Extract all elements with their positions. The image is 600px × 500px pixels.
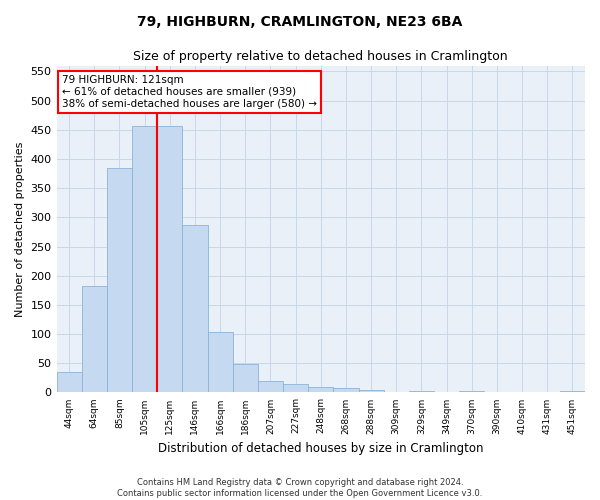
Bar bbox=[334, 388, 359, 392]
X-axis label: Distribution of detached houses by size in Cramlington: Distribution of detached houses by size … bbox=[158, 442, 484, 455]
Bar bbox=[82, 286, 107, 393]
Bar bbox=[459, 390, 484, 392]
Title: Size of property relative to detached houses in Cramlington: Size of property relative to detached ho… bbox=[133, 50, 508, 63]
Bar bbox=[182, 225, 208, 392]
Bar bbox=[409, 390, 434, 392]
Bar bbox=[359, 390, 383, 392]
Text: Contains HM Land Registry data © Crown copyright and database right 2024.
Contai: Contains HM Land Registry data © Crown c… bbox=[118, 478, 482, 498]
Bar bbox=[308, 386, 334, 392]
Bar bbox=[233, 364, 258, 392]
Bar bbox=[283, 384, 308, 392]
Text: 79 HIGHBURN: 121sqm
← 61% of detached houses are smaller (939)
38% of semi-detac: 79 HIGHBURN: 121sqm ← 61% of detached ho… bbox=[62, 76, 317, 108]
Y-axis label: Number of detached properties: Number of detached properties bbox=[15, 142, 25, 316]
Bar bbox=[56, 372, 82, 392]
Bar bbox=[132, 126, 157, 392]
Bar bbox=[560, 390, 585, 392]
Bar bbox=[107, 168, 132, 392]
Bar bbox=[258, 381, 283, 392]
Bar bbox=[208, 332, 233, 392]
Text: 79, HIGHBURN, CRAMLINGTON, NE23 6BA: 79, HIGHBURN, CRAMLINGTON, NE23 6BA bbox=[137, 15, 463, 29]
Bar bbox=[157, 126, 182, 392]
